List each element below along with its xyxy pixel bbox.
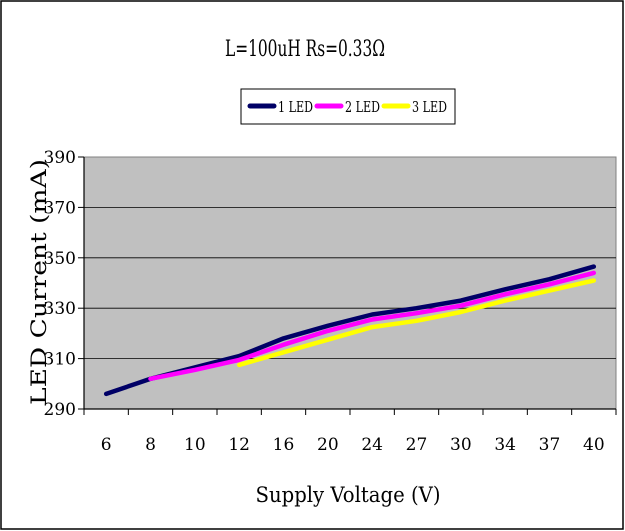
x-tick-label: 10: [184, 435, 206, 455]
gridlines: [84, 206, 616, 360]
x-tick-marks: [83, 409, 617, 415]
y-tick-labels: 290 310 330 350 370 390: [44, 148, 76, 420]
y-tick-label: 290: [44, 400, 76, 420]
y-axis-title: LED Current (mA): [27, 159, 51, 405]
x-tick-label: 40: [583, 435, 605, 455]
legend-label-1: 1 LED: [278, 98, 313, 116]
legend: 1 LED 2 LED 3 LED: [240, 88, 456, 125]
y-tick-label: 350: [44, 249, 76, 269]
x-tick-labels: 6 8 10 12 16 20 24 27 30 34 37 40: [101, 435, 605, 455]
x-tick-label: 24: [361, 435, 383, 455]
y-axis: [78, 156, 616, 410]
x-tick-label: 6: [101, 435, 112, 455]
x-tick-label: 34: [494, 435, 516, 455]
legend-label-3: 3 LED: [412, 98, 447, 116]
y-tick-label: 330: [44, 299, 76, 319]
series-line-3: [236, 278, 597, 368]
series-line-2: [148, 270, 597, 382]
y-tick-label: 370: [44, 198, 76, 218]
x-tick-label: 27: [406, 435, 428, 455]
series-lines: [103, 264, 597, 397]
x-tick-label: 20: [317, 435, 339, 455]
x-tick-label: 12: [228, 435, 250, 455]
y-tick-label: 390: [44, 148, 76, 168]
chart-title: L=100uH Rs=0.33Ω: [225, 37, 385, 62]
x-axis-title: Supply Voltage (V): [256, 483, 441, 507]
x-tick-label: 16: [273, 435, 295, 455]
legend-box: [240, 88, 456, 125]
x-tick-label: 37: [539, 435, 561, 455]
legend-label-2: 2 LED: [345, 98, 380, 116]
x-tick-label: 8: [145, 435, 156, 455]
y-tick-label: 310: [44, 350, 76, 370]
x-tick-label: 30: [450, 435, 472, 455]
